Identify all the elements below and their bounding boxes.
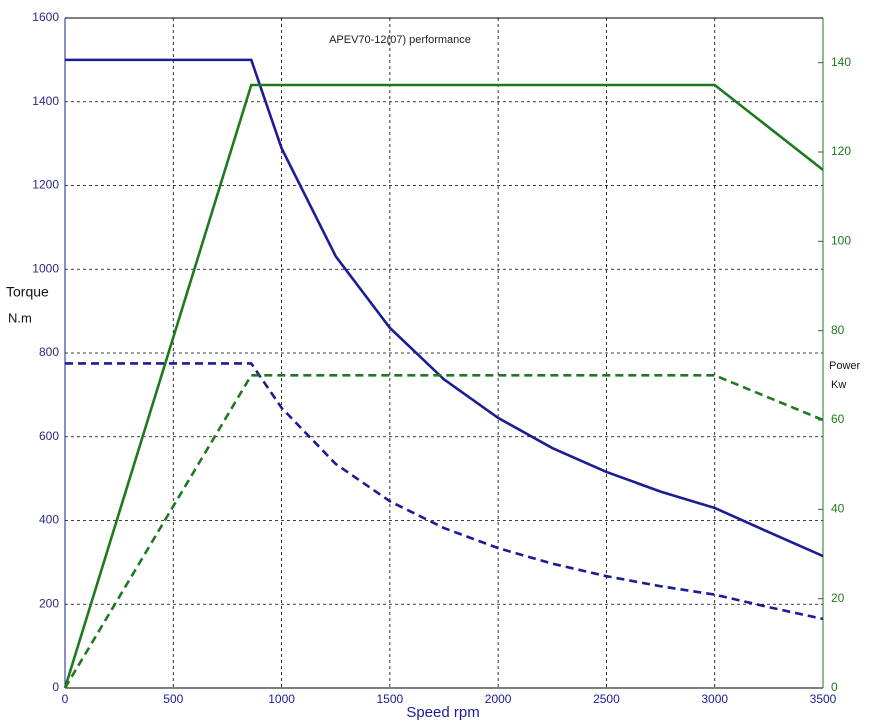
y-tick-label: 1200 — [32, 178, 59, 192]
series-line — [65, 58, 824, 558]
series-line — [63, 83, 824, 689]
x-axis-label: Speed rpm — [406, 704, 479, 721]
y-tick-label: 1600 — [32, 10, 59, 24]
y2-tick-label: 100 — [831, 234, 851, 248]
x-tick-label: 2000 — [485, 692, 512, 706]
y-tick-label: 0 — [52, 680, 59, 694]
series-line — [63, 374, 824, 689]
chart-title: APEV70-12(07) performance — [329, 34, 471, 46]
y-tick-label: 800 — [39, 345, 59, 359]
y-axis-label: Torque — [6, 284, 49, 300]
y2-axis-label: Power — [829, 360, 861, 372]
x-tick-label: 1000 — [268, 692, 295, 706]
x-tick-label: 0 — [62, 692, 69, 706]
y-tick-label: 200 — [39, 596, 59, 610]
y-axis-unit: N.m — [8, 310, 32, 325]
x-tick-label: 3500 — [810, 692, 837, 706]
y-tick-label: 600 — [39, 429, 59, 443]
x-tick-label: 2500 — [593, 692, 620, 706]
x-tick-label: 500 — [163, 692, 183, 706]
y2-tick-label: 120 — [831, 144, 851, 158]
series-line — [65, 362, 824, 621]
y2-tick-label: 20 — [831, 591, 845, 605]
y-tick-label: 400 — [39, 513, 59, 527]
y2-tick-label: 0 — [831, 680, 838, 694]
y2-tick-label: 60 — [831, 412, 845, 426]
y2-axis-unit: Kw — [831, 379, 846, 391]
y2-tick-label: 140 — [831, 55, 851, 69]
y-tick-label: 1400 — [32, 94, 59, 108]
x-tick-label: 3000 — [701, 692, 728, 706]
y2-tick-label: 40 — [831, 502, 845, 516]
x-tick-label: 1500 — [377, 692, 404, 706]
y2-tick-label: 80 — [831, 323, 845, 337]
y-tick-label: 1000 — [32, 261, 59, 275]
